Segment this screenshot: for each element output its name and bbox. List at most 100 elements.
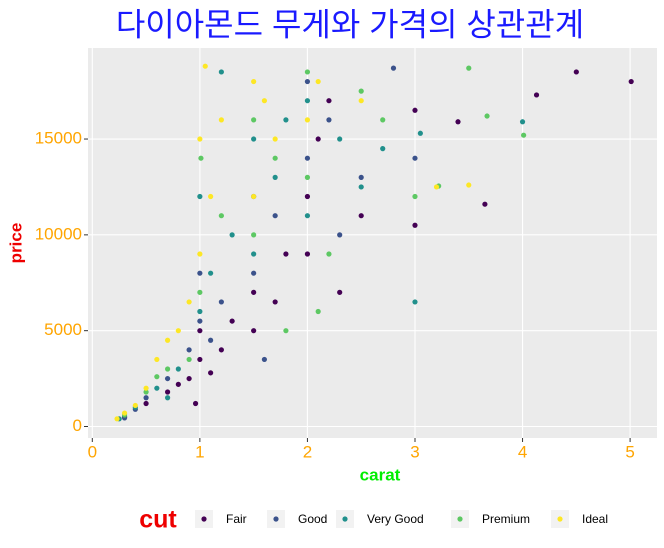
data-point (218, 117, 224, 123)
data-point (272, 136, 278, 142)
data-point (121, 410, 128, 416)
data-point (484, 113, 490, 119)
data-point (198, 155, 204, 161)
data-point (251, 289, 257, 295)
legend-label: Premium (482, 512, 530, 526)
data-point (315, 136, 321, 142)
data-point (283, 328, 289, 334)
data-point (164, 366, 171, 372)
data-point (202, 63, 208, 69)
data-point (304, 155, 311, 161)
legend-marker (457, 516, 463, 522)
data-point (197, 270, 203, 276)
data-point (304, 78, 311, 85)
legend-marker (273, 516, 279, 522)
legend-label: Good (298, 512, 327, 526)
data-point (433, 184, 440, 190)
data-point (337, 136, 343, 142)
data-point (315, 78, 321, 85)
data-point (466, 65, 472, 71)
data-point (283, 251, 289, 257)
y-tick-label: 15000 (35, 129, 82, 148)
data-point (412, 193, 418, 200)
data-point (186, 375, 192, 382)
data-point (533, 92, 540, 98)
y-tick-label: 10000 (35, 224, 82, 243)
data-point (358, 98, 364, 104)
data-point (412, 155, 418, 161)
legend-label: Very Good (367, 512, 424, 526)
data-point (175, 366, 181, 372)
data-point (175, 328, 181, 334)
data-point (337, 232, 343, 238)
data-point (573, 69, 579, 75)
data-point (358, 88, 364, 94)
data-point (628, 78, 634, 85)
data-point (229, 318, 235, 324)
data-point (186, 299, 192, 305)
data-point (164, 375, 171, 382)
data-point (315, 308, 321, 315)
legend-label: Ideal (582, 512, 608, 526)
data-point (197, 356, 203, 363)
x-tick-label: 1 (195, 442, 204, 461)
data-point (143, 385, 149, 391)
data-point (251, 270, 257, 276)
data-point (519, 119, 526, 125)
data-point (218, 69, 224, 75)
data-point (192, 400, 199, 407)
data-point (218, 299, 224, 305)
data-point (283, 117, 289, 123)
y-axis-label: price (6, 223, 25, 264)
data-point (272, 213, 278, 219)
data-point (261, 356, 268, 363)
data-point (197, 328, 203, 334)
data-point (261, 98, 268, 104)
data-point (197, 308, 203, 315)
data-point (143, 400, 149, 407)
legend-marker (557, 516, 563, 522)
data-point (154, 374, 160, 380)
data-point (337, 289, 343, 295)
data-point (186, 347, 192, 353)
data-point (358, 184, 364, 190)
data-point (197, 318, 203, 324)
data-point (208, 193, 214, 200)
legend-title: cut (139, 506, 177, 534)
data-point (132, 402, 138, 409)
data-point (304, 174, 311, 180)
data-point (390, 65, 397, 71)
data-point (326, 117, 332, 123)
data-point (304, 69, 311, 75)
data-point (412, 107, 418, 113)
x-tick-label: 3 (410, 442, 419, 461)
chart-title: 다이아몬드 무게와 가격의 상관관계 (116, 6, 584, 42)
data-point (197, 289, 203, 295)
data-point (175, 381, 181, 387)
data-point (380, 117, 386, 123)
y-tick-label: 5000 (44, 320, 82, 339)
data-point (482, 201, 488, 207)
legend-marker (342, 516, 348, 522)
data-point (164, 395, 171, 401)
data-point (164, 337, 171, 343)
data-point (412, 222, 418, 228)
data-point (417, 130, 423, 136)
legend-marker (201, 516, 207, 522)
data-point (197, 251, 203, 257)
data-point (164, 389, 171, 395)
data-point (208, 270, 214, 276)
data-point (197, 193, 203, 200)
data-point (251, 136, 257, 142)
data-point (455, 119, 461, 125)
data-point (326, 251, 332, 257)
data-point (251, 251, 257, 257)
data-point (229, 232, 235, 238)
data-point (304, 251, 311, 257)
data-point (218, 213, 224, 219)
data-point (251, 117, 257, 123)
data-point (154, 356, 160, 363)
data-point (304, 98, 311, 104)
data-point (326, 98, 332, 104)
